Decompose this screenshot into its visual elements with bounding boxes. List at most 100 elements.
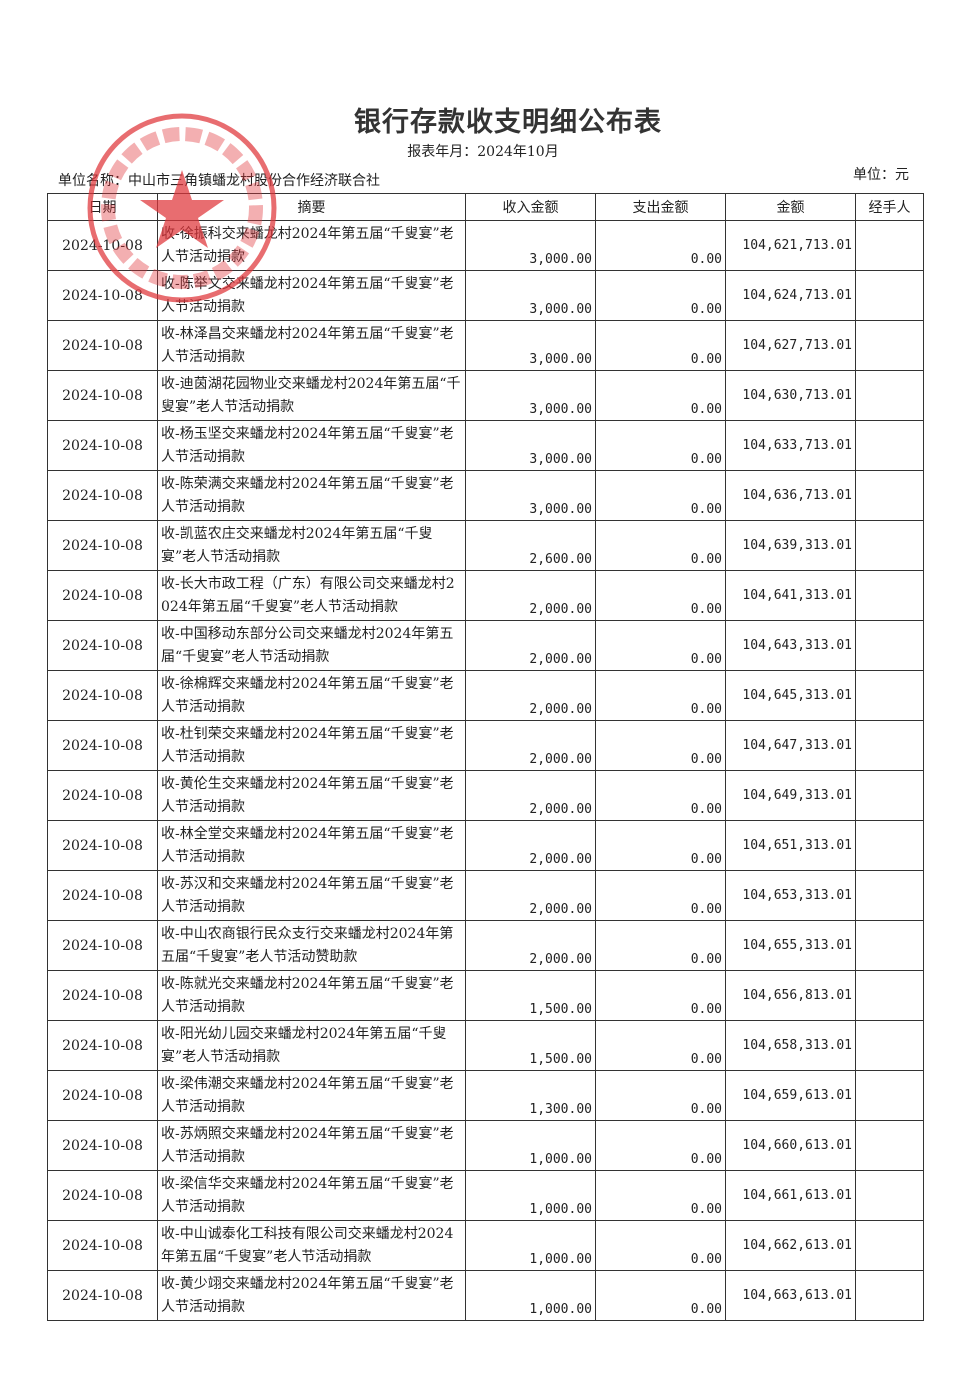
cell-summary: 收-杨玉坚交来蟠龙村2024年第五届“千叟宴”老人节活动捐款 bbox=[157, 420, 466, 471]
cell-handler bbox=[855, 520, 924, 571]
cell-date: 2024-10-08 bbox=[47, 470, 158, 521]
cell-date: 2024-10-08 bbox=[47, 670, 158, 721]
cell-summary: 收-陈举文交来蟠龙村2024年第五届“千叟宴”老人节活动捐款 bbox=[157, 270, 466, 321]
cell-summary: 收-梁信华交来蟠龙村2024年第五届“千叟宴”老人节活动捐款 bbox=[157, 1170, 466, 1221]
cell-date: 2024-10-08 bbox=[47, 720, 158, 771]
cell-income: 2,000.00 bbox=[465, 670, 596, 721]
header-summary: 摘要 bbox=[157, 193, 466, 221]
cell-handler bbox=[855, 620, 924, 671]
cell-handler bbox=[855, 470, 924, 521]
table-row: 2024-10-08 收-陈就光交来蟠龙村2024年第五届“千叟宴”老人节活动捐款… bbox=[47, 970, 924, 1021]
cell-summary: 收-中山农商银行民众支行交来蟠龙村2024年第五届“千叟宴”老人节活动赞助款 bbox=[157, 920, 466, 971]
cell-expense: 0.00 bbox=[595, 470, 726, 521]
cell-balance: 104,660,613.01 bbox=[725, 1120, 856, 1171]
header-handler: 经手人 bbox=[855, 193, 924, 221]
cell-handler bbox=[855, 320, 924, 371]
cell-date: 2024-10-08 bbox=[47, 770, 158, 821]
cell-handler bbox=[855, 570, 924, 621]
cell-balance: 104,641,313.01 bbox=[725, 570, 856, 621]
cell-summary: 收-徐振科交来蟠龙村2024年第五届“千叟宴”老人节活动捐款 bbox=[157, 220, 466, 271]
cell-handler bbox=[855, 820, 924, 871]
cell-income: 2,000.00 bbox=[465, 620, 596, 671]
cell-income: 3,000.00 bbox=[465, 220, 596, 271]
cell-expense: 0.00 bbox=[595, 570, 726, 621]
table-row: 2024-10-08 收-阳光幼儿园交来蟠龙村2024年第五届“千叟宴”老人节活动… bbox=[47, 1020, 924, 1071]
cell-date: 2024-10-08 bbox=[47, 320, 158, 371]
report-period: 报表年月：2024年10月 bbox=[407, 144, 559, 160]
cell-handler bbox=[855, 720, 924, 771]
cell-balance: 104,627,713.01 bbox=[725, 320, 856, 371]
cell-summary: 收-中山诚泰化工科技有限公司交来蟠龙村2024年第五届“千叟宴”老人节活动捐款 bbox=[157, 1220, 466, 1271]
cell-summary: 收-陈就光交来蟠龙村2024年第五届“千叟宴”老人节活动捐款 bbox=[157, 970, 466, 1021]
cell-income: 3,000.00 bbox=[465, 370, 596, 421]
table-row: 2024-10-08 收-中山诚泰化工科技有限公司交来蟠龙村2024年第五届“千叟… bbox=[47, 1220, 924, 1271]
header-income: 收入金额 bbox=[465, 193, 596, 221]
table-row: 2024-10-08 收-杨玉坚交来蟠龙村2024年第五届“千叟宴”老人节活动捐款… bbox=[47, 420, 924, 471]
cell-handler bbox=[855, 770, 924, 821]
cell-date: 2024-10-08 bbox=[47, 820, 158, 871]
cell-balance: 104,662,613.01 bbox=[725, 1220, 856, 1271]
cell-date: 2024-10-08 bbox=[47, 520, 158, 571]
cell-balance: 104,639,313.01 bbox=[725, 520, 856, 571]
cell-date: 2024-10-08 bbox=[47, 1220, 158, 1271]
cell-handler bbox=[855, 1020, 924, 1071]
cell-date: 2024-10-08 bbox=[47, 1020, 158, 1071]
cell-balance: 104,649,313.01 bbox=[725, 770, 856, 821]
cell-balance: 104,630,713.01 bbox=[725, 370, 856, 421]
table-row: 2024-10-08 收-长大市政工程（广东）有限公司交来蟠龙村2024年第五届“… bbox=[47, 570, 924, 621]
cell-date: 2024-10-08 bbox=[47, 570, 158, 621]
cell-date: 2024-10-08 bbox=[47, 970, 158, 1021]
cell-expense: 0.00 bbox=[595, 1220, 726, 1271]
cell-handler bbox=[855, 1220, 924, 1271]
cell-handler bbox=[855, 1120, 924, 1171]
cell-balance: 104,647,313.01 bbox=[725, 720, 856, 771]
cell-date: 2024-10-08 bbox=[47, 370, 158, 421]
cell-expense: 0.00 bbox=[595, 270, 726, 321]
cell-income: 2,000.00 bbox=[465, 870, 596, 921]
cell-expense: 0.00 bbox=[595, 870, 726, 921]
table-row: 2024-10-08 收-苏汉和交来蟠龙村2024年第五届“千叟宴”老人节活动捐款… bbox=[47, 870, 924, 921]
header-date: 日期 bbox=[47, 193, 158, 221]
cell-balance: 104,653,313.01 bbox=[725, 870, 856, 921]
cell-summary: 收-梁伟潮交来蟠龙村2024年第五届“千叟宴”老人节活动捐款 bbox=[157, 1070, 466, 1121]
cell-income: 1,000.00 bbox=[465, 1220, 596, 1271]
cell-date: 2024-10-08 bbox=[47, 1070, 158, 1121]
cell-date: 2024-10-08 bbox=[47, 420, 158, 471]
cell-balance: 104,656,813.01 bbox=[725, 970, 856, 1021]
cell-date: 2024-10-08 bbox=[47, 870, 158, 921]
cell-balance: 104,651,313.01 bbox=[725, 820, 856, 871]
table-row: 2024-10-08 收-陈荣满交来蟠龙村2024年第五届“千叟宴”老人节活动捐款… bbox=[47, 470, 924, 521]
cell-income: 2,000.00 bbox=[465, 720, 596, 771]
cell-summary: 收-苏炳照交来蟠龙村2024年第五届“千叟宴”老人节活动捐款 bbox=[157, 1120, 466, 1171]
cell-income: 1,500.00 bbox=[465, 1020, 596, 1071]
cell-balance: 104,636,713.01 bbox=[725, 470, 856, 521]
cell-expense: 0.00 bbox=[595, 720, 726, 771]
table-row: 2024-10-08 收-苏炳照交来蟠龙村2024年第五届“千叟宴”老人节活动捐款… bbox=[47, 1120, 924, 1171]
cell-summary: 收-林全堂交来蟠龙村2024年第五届“千叟宴”老人节活动捐款 bbox=[157, 820, 466, 871]
cell-expense: 0.00 bbox=[595, 970, 726, 1021]
cell-summary: 收-陈荣满交来蟠龙村2024年第五届“千叟宴”老人节活动捐款 bbox=[157, 470, 466, 521]
cell-income: 1,000.00 bbox=[465, 1120, 596, 1171]
cell-income: 2,000.00 bbox=[465, 920, 596, 971]
cell-income: 2,000.00 bbox=[465, 820, 596, 871]
cell-expense: 0.00 bbox=[595, 1070, 726, 1121]
cell-balance: 104,645,313.01 bbox=[725, 670, 856, 721]
cell-income: 1,000.00 bbox=[465, 1170, 596, 1221]
cell-income: 2,000.00 bbox=[465, 770, 596, 821]
header-expense: 支出金额 bbox=[595, 193, 726, 221]
cell-balance: 104,624,713.01 bbox=[725, 270, 856, 321]
cell-balance: 104,633,713.01 bbox=[725, 420, 856, 471]
cell-expense: 0.00 bbox=[595, 670, 726, 721]
cell-summary: 收-林泽昌交来蟠龙村2024年第五届“千叟宴”老人节活动捐款 bbox=[157, 320, 466, 371]
table-row: 2024-10-08 收-梁信华交来蟠龙村2024年第五届“千叟宴”老人节活动捐款… bbox=[47, 1170, 924, 1221]
cell-date: 2024-10-08 bbox=[47, 1270, 158, 1321]
cell-expense: 0.00 bbox=[595, 220, 726, 271]
table-row: 2024-10-08 收-陈举文交来蟠龙村2024年第五届“千叟宴”老人节活动捐款… bbox=[47, 270, 924, 321]
cell-summary: 收-长大市政工程（广东）有限公司交来蟠龙村2024年第五届“千叟宴”老人节活动捐… bbox=[157, 570, 466, 621]
cell-expense: 0.00 bbox=[595, 1120, 726, 1171]
cell-balance: 104,643,313.01 bbox=[725, 620, 856, 671]
cell-income: 1,300.00 bbox=[465, 1070, 596, 1121]
cell-balance: 104,661,613.01 bbox=[725, 1170, 856, 1221]
unit-name: 单位名称：中山市三角镇蟠龙村股份合作经济联合社 bbox=[58, 173, 380, 189]
cell-balance: 104,658,313.01 bbox=[725, 1020, 856, 1071]
